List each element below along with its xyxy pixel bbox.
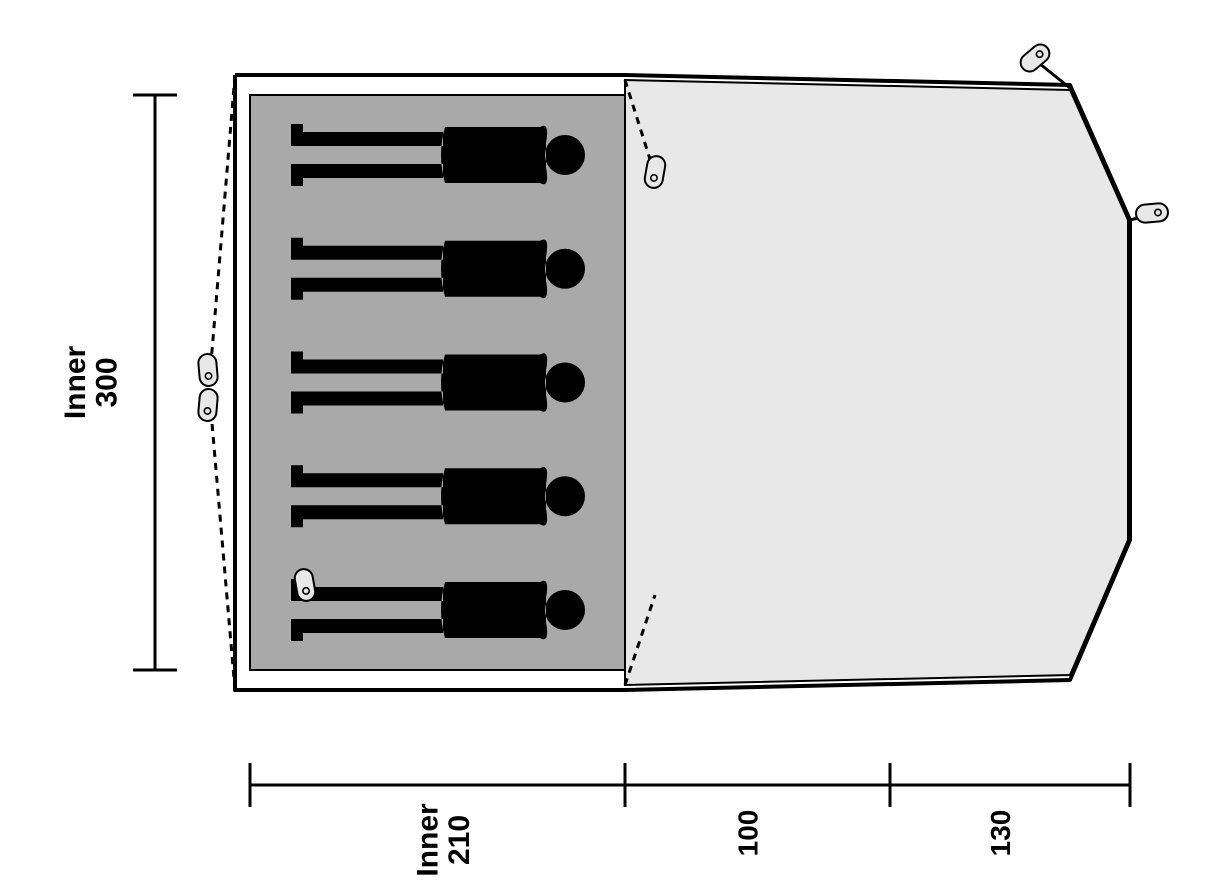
tent-vestibule (625, 80, 1128, 685)
dim-label-inner-width: Inner210 (412, 803, 477, 877)
stake-icon (198, 388, 219, 421)
guy-line (210, 75, 235, 375)
dim-label-height: Inner300 (59, 346, 124, 420)
dim-label-seg3: 130 (985, 810, 1016, 857)
dim-label-seg2: 100 (733, 810, 764, 857)
stake-icon (1135, 203, 1168, 224)
stake-icon (198, 353, 219, 386)
guy-line (210, 400, 235, 690)
